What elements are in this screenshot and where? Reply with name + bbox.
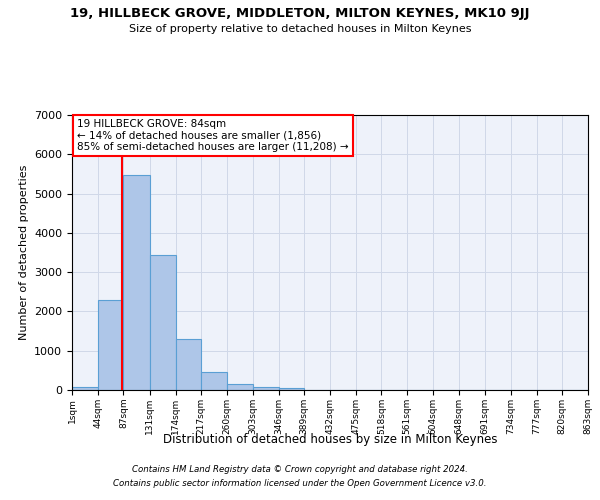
Bar: [201, 372, 227, 390]
Text: Contains public sector information licensed under the Open Government Licence v3: Contains public sector information licen…: [113, 479, 487, 488]
Text: 19 HILLBECK GROVE: 84sqm
← 14% of detached houses are smaller (1,856)
85% of sem: 19 HILLBECK GROVE: 84sqm ← 14% of detach…: [77, 119, 349, 152]
Text: Contains HM Land Registry data © Crown copyright and database right 2024.: Contains HM Land Registry data © Crown c…: [132, 466, 468, 474]
Text: 19, HILLBECK GROVE, MIDDLETON, MILTON KEYNES, MK10 9JJ: 19, HILLBECK GROVE, MIDDLETON, MILTON KE…: [70, 8, 530, 20]
Bar: [278, 388, 304, 390]
Y-axis label: Number of detached properties: Number of detached properties: [19, 165, 29, 340]
Bar: [150, 255, 176, 390]
Bar: [227, 384, 253, 390]
Bar: [72, 387, 98, 390]
Bar: [253, 387, 278, 390]
Text: Size of property relative to detached houses in Milton Keynes: Size of property relative to detached ho…: [129, 24, 471, 34]
Text: Distribution of detached houses by size in Milton Keynes: Distribution of detached houses by size …: [163, 432, 497, 446]
Bar: [98, 300, 124, 390]
Bar: [176, 338, 201, 390]
Bar: [124, 174, 150, 390]
